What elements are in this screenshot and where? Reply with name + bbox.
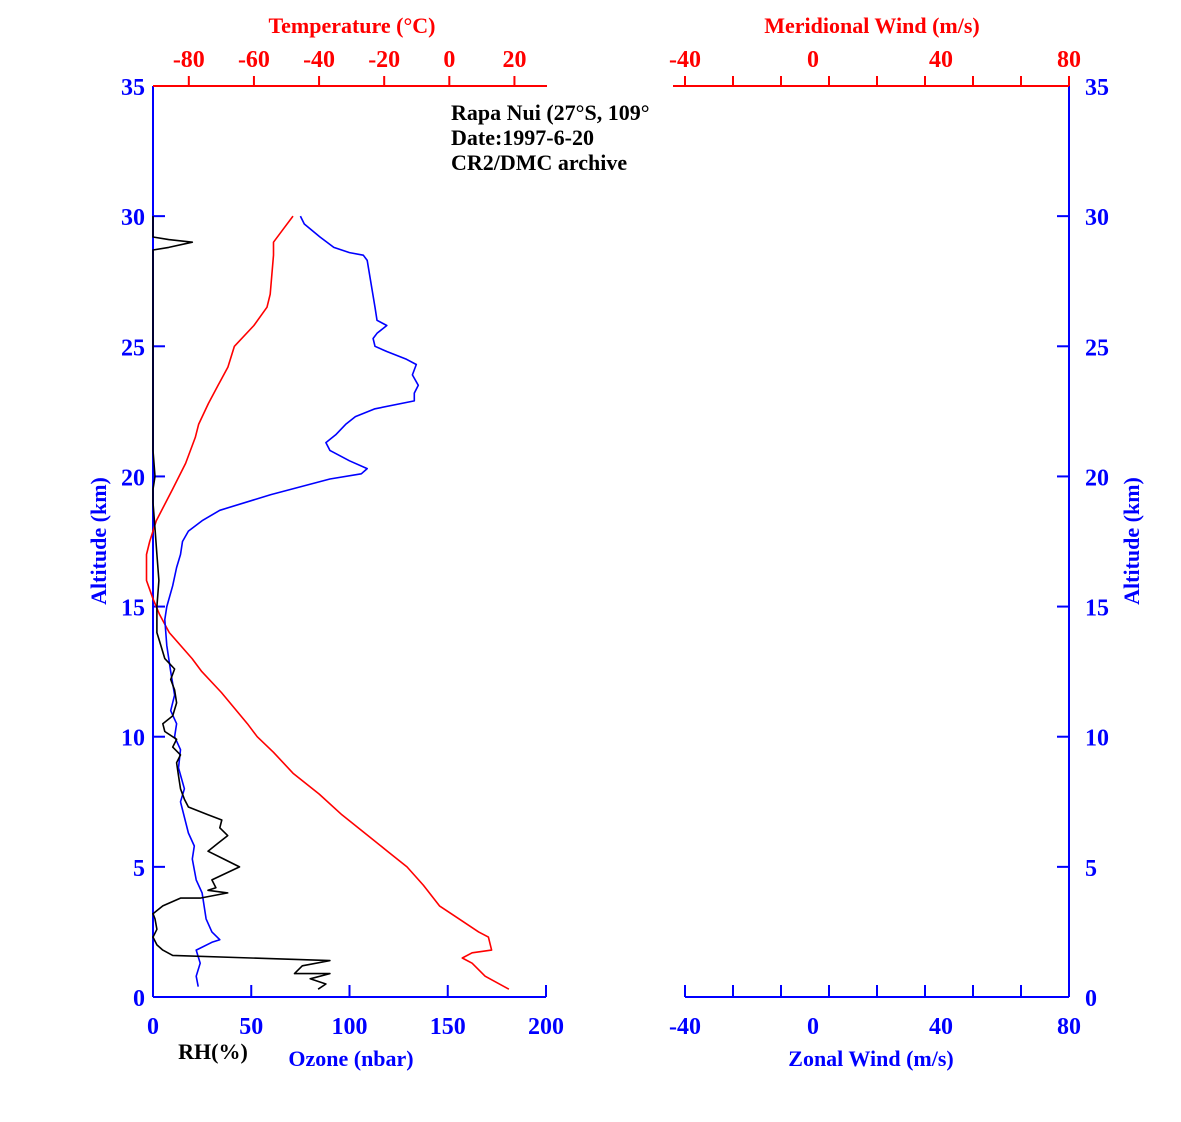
temperature-profile-line <box>145 215 510 990</box>
meridional-tick-label: 0 <box>807 47 819 73</box>
ozone-tick-label: 0 <box>147 1014 159 1040</box>
temperature-tick-label: -40 <box>303 47 335 73</box>
right-altitude-tick-label: 30 <box>1085 205 1109 231</box>
right-altitude-tick-label: 35 <box>1085 75 1109 101</box>
ozone-tick-label: 150 <box>430 1014 466 1040</box>
right-altitude-axis-label: Altitude (km) <box>1119 477 1144 605</box>
temperature-tick-label: -80 <box>173 47 205 73</box>
axes-layer <box>152 76 1070 998</box>
zonal-tick-label: -40 <box>669 1014 701 1040</box>
zonal-tick-label: 80 <box>1057 1014 1081 1040</box>
temperature-tick-label: -60 <box>238 47 270 73</box>
meridional-axis-label: Meridional Wind (m/s) <box>764 13 980 38</box>
meridional-tick-label: 40 <box>929 47 953 73</box>
zonal-axis-label: Zonal Wind (m/s) <box>788 1046 953 1071</box>
right-altitude-tick-label: 0 <box>1085 986 1097 1012</box>
right-altitude-tick-label: 25 <box>1085 335 1109 361</box>
left-altitude-tick-label: 20 <box>121 465 145 491</box>
left-altitude-tick-label: 30 <box>121 205 145 231</box>
temperature-tick-label: 0 <box>443 47 455 73</box>
temperature-tick-label: -20 <box>368 47 400 73</box>
ozone-profile-line <box>164 215 420 987</box>
rh-axis-label: RH(%) <box>178 1039 248 1064</box>
ozone-tick-label: 200 <box>528 1014 564 1040</box>
zonal-tick-label: 0 <box>807 1014 819 1040</box>
series-layer <box>145 215 510 990</box>
right-altitude-tick-label: 20 <box>1085 465 1109 491</box>
ozone-axis-label: Ozone (nbar) <box>288 1046 413 1071</box>
right-altitude-tick-label: 10 <box>1085 726 1109 752</box>
left-altitude-tick-label: 15 <box>121 596 145 622</box>
meridional-tick-label: 80 <box>1057 47 1081 73</box>
ozone-tick-label: 100 <box>332 1014 368 1040</box>
right-altitude-tick-label: 5 <box>1085 856 1097 882</box>
meridional-tick-label: -40 <box>669 47 701 73</box>
station-annotation-line: Rapa Nui (27°S, 109° <box>451 100 650 125</box>
zonal-tick-label: 40 <box>929 1014 953 1040</box>
left-altitude-tick-label: 25 <box>121 335 145 361</box>
temperature-axis-label: Temperature (°C) <box>268 13 435 38</box>
right-altitude-tick-label: 15 <box>1085 596 1109 622</box>
left-altitude-axis-label: Altitude (km) <box>86 477 111 605</box>
left-altitude-tick-label: 10 <box>121 726 145 752</box>
temperature-tick-label: 20 <box>502 47 526 73</box>
ozone-tick-label: 50 <box>239 1014 263 1040</box>
station-annotation-line: CR2/DMC archive <box>451 150 627 175</box>
rh-profile-line <box>152 216 331 990</box>
left-altitude-tick-label: 35 <box>121 75 145 101</box>
station-annotation-line: Date:1997-6-20 <box>451 125 594 150</box>
text-layer: 0 5 10 15 20 25 30 35 Altitude (km) -80 -60 -40 -20 0… <box>86 13 1144 1071</box>
left-altitude-tick-label: 5 <box>133 856 145 882</box>
left-altitude-tick-label: 0 <box>133 986 145 1012</box>
